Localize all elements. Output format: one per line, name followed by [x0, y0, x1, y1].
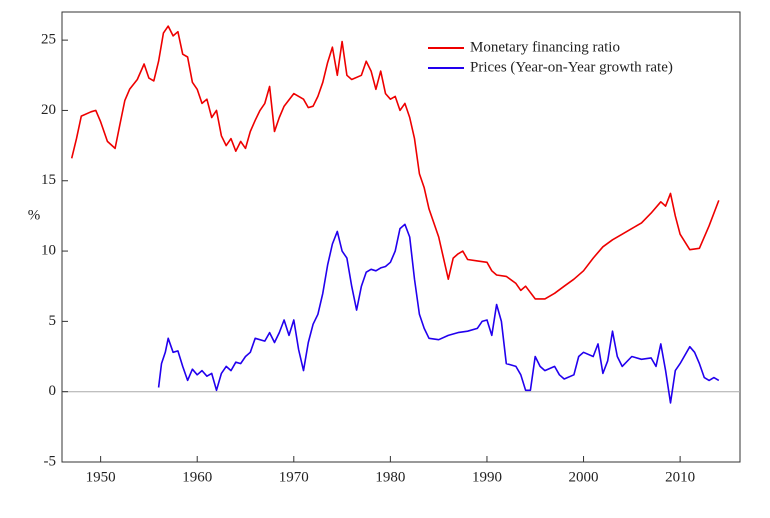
x-tick-label: 1950 — [86, 469, 116, 485]
y-tick-label: 25 — [41, 32, 56, 48]
x-tick-label: 2010 — [665, 469, 695, 485]
y-tick-label: 0 — [49, 383, 57, 399]
series-line — [157, 223, 720, 404]
y-tick-label: 5 — [49, 313, 57, 329]
y-tick-label: 20 — [41, 102, 56, 118]
series-line — [70, 25, 720, 300]
y-tick-label: -5 — [44, 453, 57, 469]
legend-label: Monetary financing ratio — [470, 39, 620, 55]
x-tick-label: 1980 — [375, 469, 405, 485]
plot-frame — [61, 11, 741, 463]
x-tick-label: 1970 — [279, 469, 309, 485]
y-tick-label: 10 — [41, 243, 56, 259]
y-tick-label: 15 — [41, 172, 56, 188]
x-tick-label: 2000 — [569, 469, 599, 485]
x-tick-label: 1990 — [472, 469, 502, 485]
x-tick-label: 1960 — [182, 469, 212, 485]
y-axis-label: % — [28, 207, 41, 223]
legend-label: Prices (Year-on-Year growth rate) — [470, 59, 673, 75]
